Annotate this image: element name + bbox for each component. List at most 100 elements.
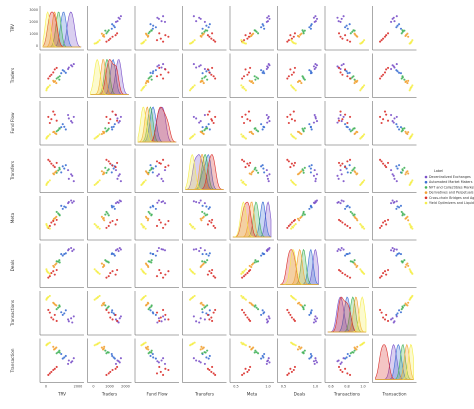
point-4-5: [293, 319, 296, 323]
point-0-3: [119, 115, 122, 118]
point-1-2: [308, 313, 311, 316]
legend-entry-5: Yield Optimizers and Liquidity Pools: [429, 201, 474, 205]
point-4-5: [55, 66, 58, 69]
point-4-5: [337, 269, 341, 272]
point-4-2: [212, 39, 215, 42]
point-4-5: [249, 365, 252, 369]
point-5-4: [409, 296, 412, 299]
point-5-3: [48, 179, 51, 182]
point-0-2: [163, 20, 167, 23]
point-0-3: [395, 15, 398, 18]
point-1-1: [208, 23, 211, 26]
point-2-3: [401, 261, 404, 264]
point-5-4: [96, 41, 99, 44]
point-4-0: [109, 162, 112, 165]
point-3-2: [406, 304, 409, 307]
point-0-2: [313, 362, 316, 365]
point-0-4: [156, 16, 159, 19]
subplot-r4-c6: [324, 196, 369, 241]
point-0-2: [67, 249, 70, 252]
point-4-0: [210, 316, 213, 319]
point-4-1: [114, 313, 117, 316]
point-3-2: [252, 304, 255, 307]
point-0-0: [340, 64, 343, 67]
subplot-r0-c7: [372, 6, 417, 51]
point-4-4: [348, 77, 352, 80]
point-1-1: [398, 309, 401, 312]
point-0-2: [67, 202, 70, 205]
point-3-3: [356, 264, 359, 267]
point-1-1: [310, 128, 313, 131]
point-1-2: [207, 357, 210, 360]
point-4-5: [337, 119, 341, 122]
point-4-5: [386, 218, 390, 221]
point-5-2: [189, 298, 192, 301]
point-5-0: [95, 224, 98, 227]
point-2-1: [303, 349, 306, 352]
point-4-5: [386, 66, 390, 69]
point-5-3: [193, 133, 196, 136]
subplot-r2-c2: [134, 101, 179, 146]
point-4-0: [159, 272, 162, 275]
point-0-2: [265, 169, 268, 172]
point-0-0: [391, 317, 394, 320]
point-1-3: [151, 171, 154, 174]
point-0-1: [160, 177, 163, 180]
y-label-4: Meta: [10, 212, 15, 223]
point-3-2: [300, 304, 303, 307]
point-5-0: [243, 87, 246, 90]
x-label-1: Traders: [101, 392, 117, 397]
point-0-1: [116, 248, 119, 251]
point-2-3: [204, 305, 207, 308]
point-0-3: [395, 63, 398, 66]
point-0-4: [336, 250, 339, 253]
point-4-5: [158, 218, 161, 221]
point-2-0: [148, 30, 151, 33]
x-tick-label: 2000: [121, 385, 130, 389]
point-0-2: [203, 67, 206, 71]
point-5-3: [290, 84, 293, 87]
subplot-r2-c7: [372, 101, 417, 146]
point-5-4: [409, 181, 412, 184]
point-1-2: [113, 123, 116, 126]
point-2-1: [58, 259, 61, 262]
point-3-3: [52, 131, 55, 134]
point-4-4: [286, 77, 289, 80]
point-4-4: [105, 308, 108, 312]
point-1-2: [395, 254, 398, 257]
point-5-3: [240, 133, 243, 136]
subplot-r1-c6: [324, 53, 369, 98]
point-2-3: [58, 305, 61, 308]
subplot-r7-c1: [87, 338, 132, 383]
point-0-4: [156, 201, 159, 204]
x-tick-label: 0.5: [281, 385, 286, 389]
point-0-3: [267, 63, 270, 66]
point-1-0: [112, 167, 115, 170]
point-2-2: [349, 130, 352, 133]
point-3-2: [100, 304, 103, 307]
point-1-1: [310, 309, 313, 312]
subplot-r3-c3: [182, 148, 227, 193]
point-4-3: [247, 368, 251, 372]
point-0-1: [116, 117, 119, 120]
point-4-3: [383, 164, 387, 167]
point-5-4: [291, 181, 295, 184]
point-0-0: [391, 246, 394, 250]
subplot-r2-c5: [277, 101, 322, 146]
point-4-1: [244, 273, 247, 276]
point-4-0: [382, 221, 385, 224]
point-2-1: [303, 166, 306, 169]
point-0-3: [72, 115, 75, 118]
point-0-2: [313, 169, 316, 172]
point-3-1: [52, 348, 56, 351]
point-2-3: [401, 305, 404, 308]
point-0-2: [114, 169, 118, 172]
point-4-1: [344, 68, 347, 71]
subplot-r6-c7: [372, 291, 417, 336]
point-0-4: [71, 65, 74, 68]
point-2-2: [257, 130, 260, 133]
point-2-2: [147, 32, 150, 35]
point-4-1: [164, 34, 167, 37]
point-4-3: [167, 71, 170, 74]
